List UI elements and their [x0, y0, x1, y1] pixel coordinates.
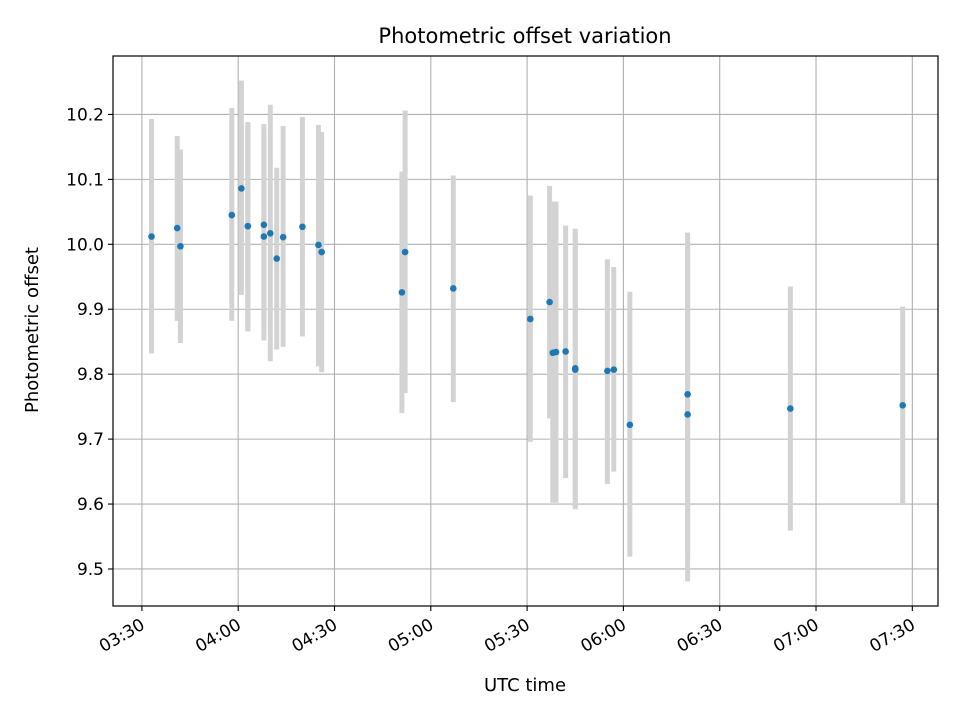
data-point — [787, 405, 794, 412]
chart-title: Photometric offset variation — [378, 24, 671, 48]
data-point — [299, 223, 306, 231]
plot-area-frame — [112, 55, 939, 607]
data-point — [552, 348, 560, 356]
data-point — [684, 411, 691, 418]
y-axis-ticks: 9.5 9.6 9.7 9.8 9.9 10.0 10.1 10.2 — [66, 105, 113, 580]
data-point — [266, 229, 274, 237]
data-point — [449, 285, 457, 292]
data-point — [401, 248, 409, 256]
y-tick-label: 9.6 — [77, 495, 104, 515]
y-tick-label: 9.8 — [77, 365, 104, 385]
data-point — [610, 366, 618, 373]
data-point — [177, 242, 184, 250]
y-tick-label: 9.5 — [77, 560, 104, 580]
data-point — [279, 233, 287, 241]
data-points — [148, 185, 906, 429]
y-axis-title: Photometric offset — [22, 247, 43, 413]
x-axis-title: UTC time — [484, 675, 566, 696]
data-point — [899, 402, 906, 409]
data-point — [684, 391, 691, 398]
data-point — [604, 367, 611, 375]
y-tick-label: 10.0 — [66, 235, 104, 255]
data-point — [562, 348, 569, 355]
data-point — [260, 221, 268, 229]
grid — [113, 56, 938, 606]
data-point — [273, 255, 281, 262]
data-point — [571, 366, 579, 373]
y-tick-label: 9.9 — [77, 300, 104, 320]
y-tick-label: 9.7 — [77, 430, 104, 450]
y-tick-label: 10.2 — [66, 105, 104, 125]
y-tick-label: 10.1 — [66, 170, 104, 190]
data-point — [546, 298, 553, 306]
data-point — [238, 185, 245, 192]
data-point — [626, 421, 634, 429]
data-point — [148, 233, 155, 240]
data-point — [398, 289, 406, 296]
data-point — [527, 315, 534, 323]
data-point — [173, 224, 181, 232]
data-point — [228, 211, 236, 219]
data-point — [244, 222, 252, 230]
data-point — [318, 248, 325, 256]
data-point — [260, 233, 268, 240]
data-point — [315, 241, 322, 249]
